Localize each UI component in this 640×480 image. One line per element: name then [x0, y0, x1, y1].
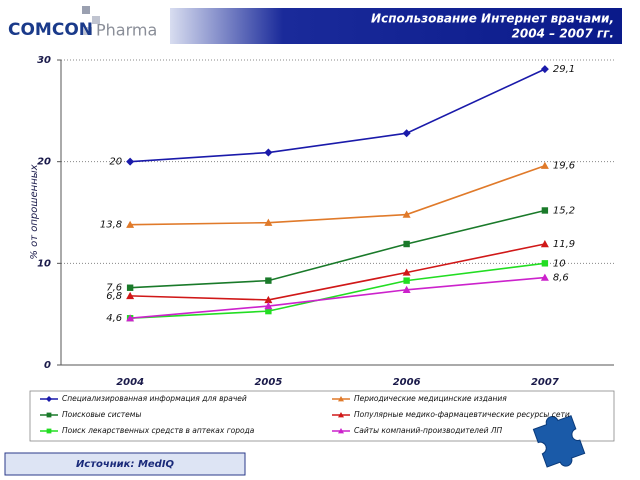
x-tick-label: 2007	[531, 377, 559, 388]
point	[264, 295, 273, 304]
legend-marker	[46, 412, 52, 418]
x-tick-label: 2004	[116, 377, 144, 388]
point	[403, 277, 410, 284]
point	[126, 314, 135, 322]
point	[540, 161, 549, 169]
y-tick-label: 0	[44, 360, 51, 371]
point	[264, 218, 273, 226]
point	[402, 268, 411, 276]
legend-box	[29, 390, 615, 442]
logo-product: Pharma	[96, 21, 157, 40]
point	[264, 302, 273, 310]
point	[540, 273, 549, 281]
legend-label: Периодические медицинские издания	[354, 394, 507, 403]
header-bar	[170, 8, 622, 44]
series-line	[130, 164, 546, 226]
legend-label: Популярные медико-фармацевтические ресур…	[354, 410, 570, 419]
point	[265, 277, 272, 284]
y-axis-label: % от опрошенных	[29, 164, 40, 259]
point	[265, 307, 272, 315]
point	[264, 148, 273, 157]
y-tick-label: 30	[37, 55, 51, 66]
x-tick-label: 2006	[393, 377, 421, 388]
puzzle-icon	[532, 415, 586, 468]
value-label: 29,1	[553, 64, 575, 75]
value-label: 13,8	[100, 220, 122, 231]
legend-label: Поиск лекарственных средств в аптеках го…	[62, 426, 255, 435]
chart-title: Использование Интернет врачами,	[371, 12, 614, 26]
point	[126, 291, 135, 300]
legend-marker	[338, 428, 344, 434]
series-line	[130, 68, 546, 163]
value-label: 7,6	[106, 283, 122, 294]
point	[541, 260, 549, 267]
point	[403, 240, 410, 248]
point	[126, 157, 135, 166]
value-label: 10	[553, 258, 566, 269]
logo-square	[92, 16, 100, 24]
point	[541, 207, 549, 214]
series-line	[130, 209, 546, 289]
series-line	[130, 262, 545, 320]
x-tick-label: 2005	[254, 377, 282, 388]
logo: COMCON Pharma	[8, 6, 157, 40]
legend-marker	[338, 396, 344, 402]
source-box	[4, 452, 246, 476]
value-label: 20	[109, 157, 122, 168]
y-tick-label: 20	[37, 157, 51, 168]
chart-title: 2004 – 2007 гг.	[512, 27, 614, 41]
point	[402, 129, 411, 138]
legend-marker	[46, 396, 52, 402]
point	[540, 65, 549, 74]
value-label: 4,6	[106, 313, 122, 324]
legend-marker	[338, 412, 344, 418]
point	[126, 220, 135, 228]
value-label: 11,9	[553, 239, 575, 250]
puzzle-piece	[532, 415, 586, 468]
value-label: 15,2	[553, 205, 575, 216]
point	[402, 285, 411, 293]
point	[540, 240, 549, 248]
series-line	[130, 243, 546, 301]
point	[126, 284, 134, 291]
logo-square	[84, 27, 92, 35]
logo-brand: COMCON	[8, 20, 93, 40]
legend-marker	[46, 428, 52, 434]
value-label: 6,8	[106, 291, 122, 302]
value-label: 19,6	[553, 161, 575, 172]
y-tick-label: 10	[37, 258, 51, 269]
logo-square	[82, 6, 90, 14]
value-label: 8,6	[553, 273, 569, 284]
series-line	[130, 276, 545, 320]
point	[402, 210, 411, 218]
source: Источник: MedIQ	[76, 459, 175, 470]
legend-label: Специализированная информация для врачей	[62, 394, 247, 403]
legend-label: Сайты компаний-производителей ЛП	[354, 426, 502, 435]
legend-label: Поисковые системы	[62, 410, 141, 419]
